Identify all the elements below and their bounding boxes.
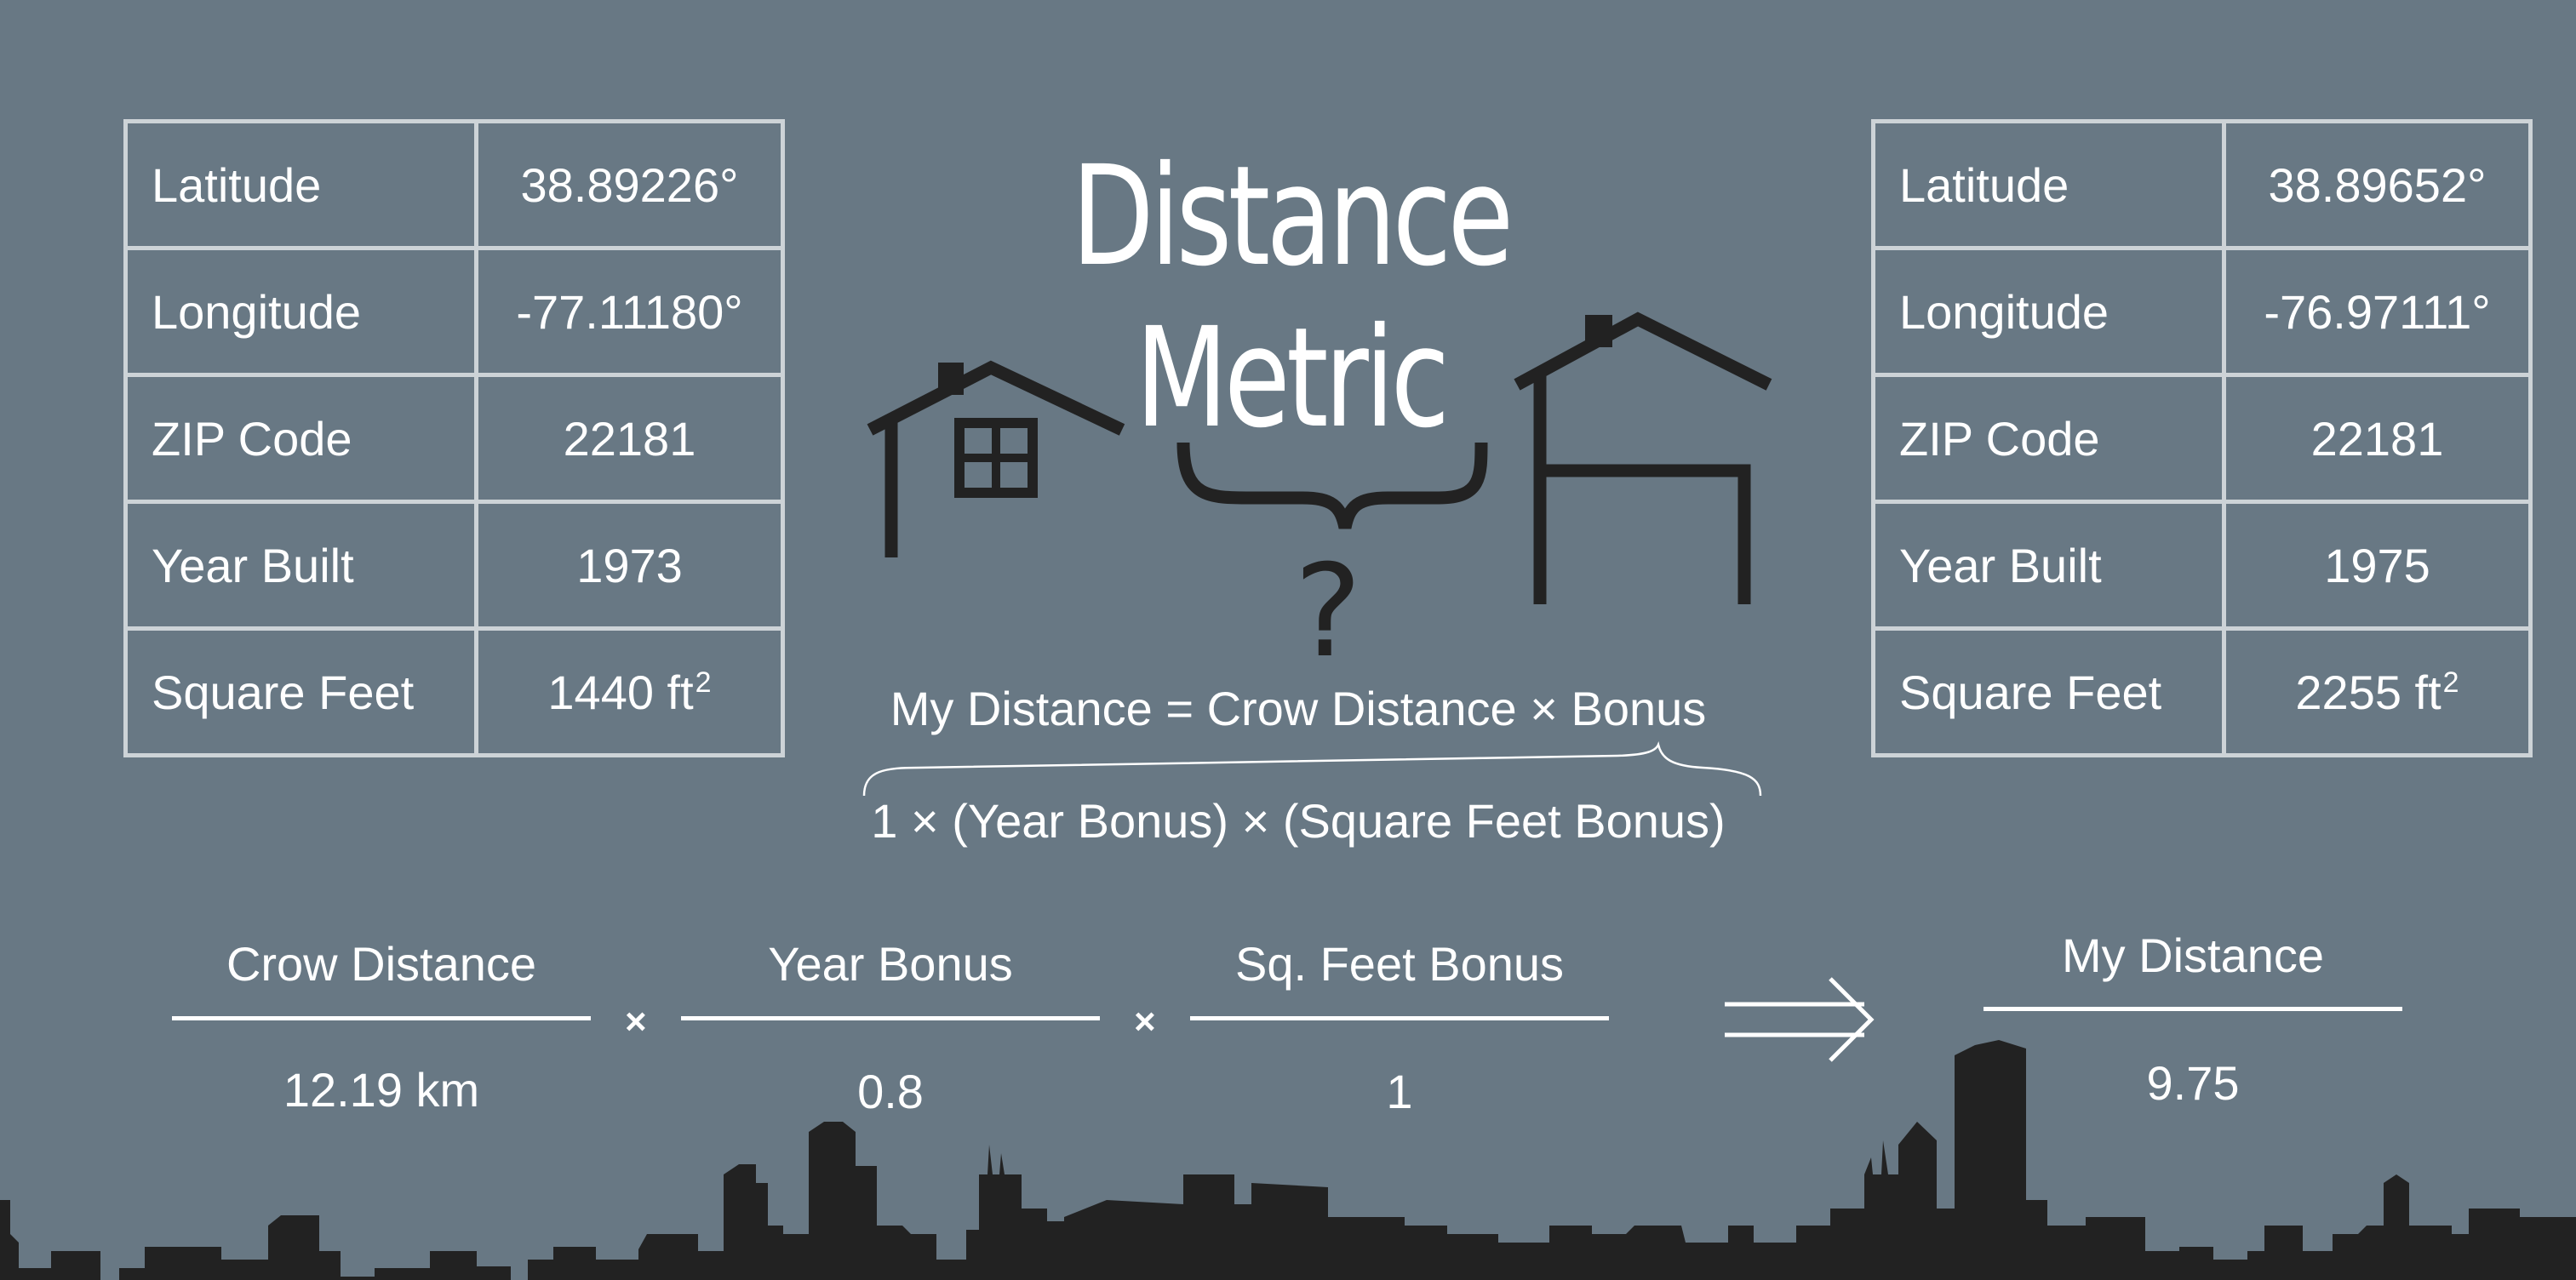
zip-label: ZIP Code: [1871, 373, 2226, 504]
page-title: Distance Metric: [1071, 137, 1514, 459]
table-row: Longitude -76.97111°: [1871, 246, 2533, 377]
my-distance-label: My Distance: [2061, 929, 2325, 982]
square-feet-number: 2255 ft: [2295, 665, 2441, 719]
latitude-label: Latitude: [1871, 119, 2226, 250]
small-house-icon: [867, 360, 1125, 557]
table-row: Latitude 38.89226°: [123, 119, 785, 250]
year-built-label: Year Built: [1871, 500, 2226, 631]
squared-superscript: 2: [695, 666, 712, 699]
zip-value: 22181: [2222, 373, 2533, 504]
left-house-table: Latitude 38.89226° Longitude -77.11180° …: [123, 119, 785, 757]
bonus-underbrace: [862, 741, 1762, 797]
square-feet-value: 1440 ft2: [474, 626, 785, 757]
longitude-value: -76.97111°: [2222, 246, 2533, 377]
my-distance-rule: [1984, 1007, 2402, 1011]
latitude-value: 38.89226°: [474, 119, 785, 250]
table-row: Year Built 1973: [123, 500, 785, 631]
bonus-expansion: 1 × (Year Bonus) × (Square Feet Bonus): [871, 794, 1726, 848]
table-row: Square Feet 2255 ft2: [1871, 626, 2533, 757]
sq-feet-bonus-value: 1: [1386, 1065, 1413, 1118]
sq-feet-bonus-label: Sq. Feet Bonus: [1234, 937, 1564, 991]
implies-arrow-icon: [1725, 977, 1875, 1062]
curly-brace-icon: [1176, 442, 1488, 529]
table-row: Year Built 1975: [1871, 500, 2533, 631]
question-mark: ?: [1294, 538, 1362, 686]
squared-superscript: 2: [2442, 666, 2459, 699]
zip-label: ZIP Code: [123, 373, 478, 504]
longitude-label: Longitude: [123, 246, 478, 377]
square-feet-value: 2255 ft2: [2222, 626, 2533, 757]
my-distance-value: 9.75: [2146, 1056, 2240, 1110]
times-sign: ×: [1134, 1001, 1156, 1043]
zip-value: 22181: [474, 373, 785, 504]
longitude-value: -77.11180°: [474, 246, 785, 377]
year-built-value: 1973: [474, 500, 785, 631]
latitude-label: Latitude: [123, 119, 478, 250]
times-sign: ×: [625, 1001, 647, 1043]
square-feet-label: Square Feet: [123, 626, 478, 757]
table-row: Latitude 38.89652°: [1871, 119, 2533, 250]
year-built-label: Year Built: [123, 500, 478, 631]
table-row: ZIP Code 22181: [123, 373, 785, 504]
sq-feet-bonus-rule: [1190, 1016, 1609, 1020]
square-feet-number: 1440 ft: [547, 665, 694, 719]
city-skyline-silhouette: [0, 1040, 2576, 1280]
year-bonus-label: Year Bonus: [768, 937, 1013, 991]
right-house-table: Latitude 38.89652° Longitude -76.97111° …: [1871, 119, 2533, 757]
year-bonus-rule: [681, 1016, 1100, 1020]
latitude-value: 38.89652°: [2222, 119, 2533, 250]
year-bonus-value: 0.8: [857, 1065, 924, 1118]
table-row: Longitude -77.11180°: [123, 246, 785, 377]
large-house-icon: [1514, 311, 1772, 604]
year-built-value: 1975: [2222, 500, 2533, 631]
crow-distance-rule: [172, 1016, 591, 1020]
square-feet-label: Square Feet: [1871, 626, 2226, 757]
crow-distance-label: Crow Distance: [226, 937, 537, 991]
table-row: Square Feet 1440 ft2: [123, 626, 785, 757]
table-row: ZIP Code 22181: [1871, 373, 2533, 504]
distance-formula: My Distance = Crow Distance × Bonus: [890, 682, 1707, 735]
crow-distance-value: 12.19 km: [283, 1063, 480, 1117]
longitude-label: Longitude: [1871, 246, 2226, 377]
